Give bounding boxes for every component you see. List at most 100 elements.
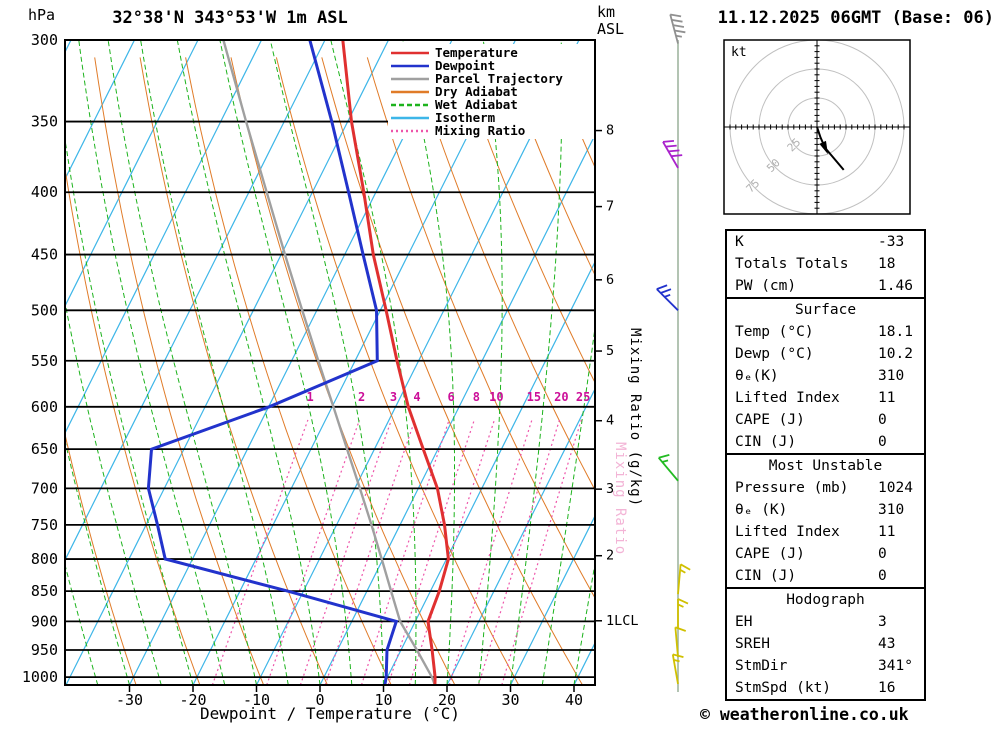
- table-row: EH 3: [727, 611, 924, 633]
- legend-item: Mixing Ratio: [391, 123, 594, 138]
- km-tick-labels: 8 7 6 5 4 3 2 1LCL: [595, 123, 639, 629]
- table-row-value: 1024: [878, 480, 913, 496]
- chart-legend: Temperature Dewpoint Parcel Trajectory Dry …: [388, 44, 594, 139]
- table-row-value: 43: [878, 636, 896, 652]
- table-row: CAPE (J) 0: [727, 409, 924, 431]
- legend-label: Mixing Ratio: [435, 123, 526, 138]
- svg-text:950: 950: [31, 641, 58, 659]
- legend-label: Dewpoint: [435, 58, 496, 73]
- hodograph-unit-label: kt: [731, 45, 747, 60]
- wind-barb: [677, 563, 691, 595]
- svg-text:20: 20: [438, 691, 456, 709]
- table-row-value: -33: [878, 234, 905, 250]
- svg-text:-10: -10: [243, 691, 270, 709]
- table-row-label: θₑ(K): [735, 368, 779, 384]
- temperature-curve: [341, 40, 450, 685]
- svg-text:20: 20: [554, 390, 568, 404]
- table-row-value: 0: [878, 546, 887, 562]
- svg-text:850: 850: [31, 582, 58, 600]
- parcel-trajectory-curve: [222, 40, 437, 685]
- table-row-label: StmSpd (kt): [735, 680, 832, 696]
- hodograph-ring-label: 25: [785, 136, 804, 155]
- asl-label: ASL: [597, 20, 625, 38]
- table-section-header: Surface: [794, 302, 857, 318]
- skewt-background: [65, 40, 595, 685]
- table-section: K -33 Totals Totals 18 PW (cm) 1.46: [727, 231, 924, 299]
- table-row-value: 18: [878, 256, 896, 272]
- wind-barbs: [656, 13, 691, 692]
- wind-barb: [669, 13, 686, 44]
- table-row-label: Temp (°C): [735, 324, 814, 340]
- isotherms: [65, 40, 595, 685]
- table-row-value: 0: [878, 434, 887, 450]
- svg-text:5: 5: [606, 343, 614, 359]
- table-row-value: 10.2: [878, 346, 913, 362]
- legend-label: Wet Adiabat: [435, 97, 518, 112]
- table-row: Temp (°C) 18.1: [727, 321, 924, 343]
- legend-line-sample: [391, 51, 429, 54]
- table-row: StmSpd (kt) 16: [727, 677, 924, 699]
- mixing-ratio-labels: 1 2 3 4 6 8 10 15 20 25: [307, 390, 591, 404]
- wind-barb: [658, 453, 679, 482]
- table-row-label: Dewp (°C): [735, 346, 814, 362]
- svg-text:4: 4: [606, 413, 614, 429]
- table-row: CIN (J) 0: [727, 565, 924, 587]
- km-axis-title: km ASL: [597, 4, 624, 38]
- dry-adiabats: [65, 57, 595, 685]
- table-row-label: Totals Totals: [735, 256, 849, 272]
- svg-text:500: 500: [31, 301, 58, 319]
- legend-line-sample: [391, 116, 429, 119]
- legend-item: Isotherm: [391, 110, 594, 125]
- table-row-label: CAPE (J): [735, 412, 805, 428]
- svg-text:40: 40: [565, 691, 583, 709]
- legend-line-sample: [391, 77, 429, 80]
- legend-item: Parcel Trajectory: [391, 71, 594, 86]
- svg-text:600: 600: [31, 398, 58, 416]
- table-row: K -33: [727, 231, 924, 253]
- table-row: Lifted Index 11: [727, 387, 924, 409]
- svg-text:7: 7: [606, 199, 614, 215]
- legend-line-sample: [391, 129, 429, 132]
- table-row: CAPE (J) 0: [727, 543, 924, 565]
- svg-text:1: 1: [307, 390, 314, 404]
- pressure-axis-title: hPa: [28, 6, 56, 24]
- svg-text:800: 800: [31, 550, 58, 568]
- table-row-value: 16: [878, 680, 896, 696]
- legend-item: Dewpoint: [391, 58, 594, 73]
- table-row-value: 310: [878, 502, 905, 518]
- table-row-label: θₑ (K): [735, 502, 788, 518]
- svg-text:300: 300: [31, 31, 58, 49]
- table-row-value: 341°: [878, 658, 913, 674]
- legend-line-sample: [391, 64, 429, 67]
- hodograph-frame: [723, 39, 911, 215]
- table-row: SREH 43: [727, 633, 924, 655]
- wind-barb: [674, 626, 687, 658]
- table-row-label: EH: [735, 614, 753, 630]
- wind-barb: [662, 139, 683, 169]
- svg-text:30: 30: [501, 691, 519, 709]
- mixing-ratio-axis-title: Mixing Ratio (g/kg): [627, 328, 643, 508]
- table-section: Hodograph EH 3 SREH 43 StmDir 341° StmSpd (kt) 1…: [727, 589, 924, 699]
- table-row-label: Pressure (mb): [735, 480, 849, 496]
- table-row: Pressure (mb) 1024: [727, 477, 924, 499]
- table-row-label: Lifted Index: [735, 390, 840, 406]
- hodograph-trace: [816, 126, 845, 171]
- svg-text:1000: 1000: [22, 668, 58, 686]
- legend-label: Dry Adiabat: [435, 84, 518, 99]
- table-row: PW (cm) 1.46: [727, 275, 924, 297]
- table-row-value: 310: [878, 368, 905, 384]
- svg-text:2: 2: [606, 548, 614, 564]
- svg-text:750: 750: [31, 516, 58, 534]
- svg-text:1LCL: 1LCL: [606, 613, 639, 629]
- legend-item: Wet Adiabat: [391, 97, 594, 112]
- svg-text:-20: -20: [179, 691, 206, 709]
- svg-text:15: 15: [527, 390, 541, 404]
- svg-text:3: 3: [390, 390, 397, 404]
- table-row-value: 3: [878, 614, 887, 630]
- svg-text:4: 4: [413, 390, 420, 404]
- legend-line-sample: [391, 90, 429, 93]
- table-row: θₑ(K) 310: [727, 365, 924, 387]
- svg-text:550: 550: [31, 352, 58, 370]
- legend-item: Temperature: [391, 45, 594, 60]
